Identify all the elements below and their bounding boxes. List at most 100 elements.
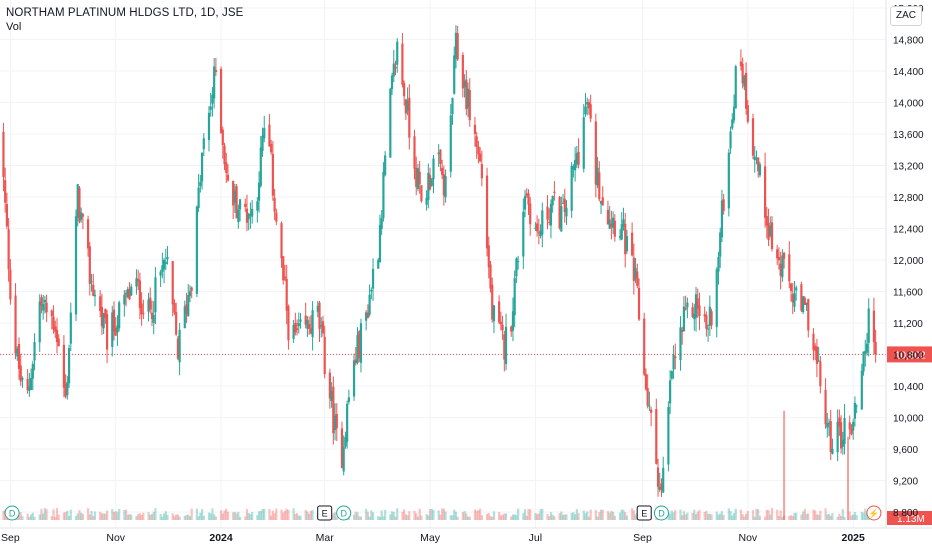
y-tick-label: 9,600	[893, 445, 918, 456]
candle-body	[803, 297, 806, 306]
volume-bar	[285, 508, 288, 520]
volume-bar	[358, 516, 361, 520]
volume-bar	[295, 513, 299, 520]
candle-body	[558, 197, 561, 228]
event-layer[interactable]: D E D E D ⚡	[4, 505, 882, 521]
volume-bar	[838, 513, 841, 520]
dividend-marker[interactable]	[653, 505, 669, 521]
volume-bar	[561, 514, 565, 520]
candle-body	[456, 33, 459, 60]
candle-body	[461, 54, 464, 89]
volume-bar	[570, 512, 573, 520]
volume-bar	[404, 514, 407, 520]
candle-body	[722, 199, 725, 211]
volume-bar	[682, 511, 686, 520]
candle-body	[202, 138, 205, 150]
volume-bar	[225, 508, 228, 520]
volume-bar	[632, 510, 635, 520]
candle-body	[612, 217, 615, 228]
candle-body	[783, 252, 786, 259]
y-tick-label: 10,000	[893, 414, 924, 425]
dividend-marker[interactable]	[4, 505, 20, 521]
volume-bar	[371, 512, 375, 520]
volume-bar	[441, 508, 444, 520]
earnings-marker[interactable]	[636, 505, 652, 521]
volume-bar	[311, 510, 314, 520]
last-volume-label: 1.13M	[897, 514, 925, 525]
candle-body	[650, 409, 653, 413]
volume-bar	[767, 510, 770, 520]
candle-body	[829, 421, 832, 453]
volume-bar	[33, 516, 36, 520]
candle-body	[865, 343, 869, 353]
candle-body	[273, 197, 276, 212]
candle-body	[872, 310, 876, 343]
volume-bar	[209, 513, 212, 520]
volume-bar	[137, 514, 140, 520]
candle-body	[249, 213, 252, 216]
grid-layer	[0, 0, 886, 528]
split-marker[interactable]	[866, 505, 882, 521]
earnings-marker[interactable]	[317, 505, 333, 521]
candle-body	[463, 80, 466, 88]
event-marker-label: E	[322, 509, 328, 519]
dividend-marker[interactable]	[336, 505, 352, 521]
volume-bar	[408, 511, 411, 520]
volume-bar	[57, 514, 60, 520]
volume-bar	[382, 516, 385, 520]
volume-bar	[67, 515, 71, 520]
volume-bar	[427, 515, 430, 520]
volume-bar	[827, 513, 831, 520]
volume-bar	[831, 512, 834, 520]
candle-body	[646, 388, 649, 406]
volume-bar	[475, 510, 478, 520]
volume-bar	[135, 515, 138, 520]
volume-label[interactable]: Vol	[6, 21, 22, 33]
volume-bar	[449, 515, 452, 520]
candle-body	[26, 378, 29, 391]
volume-bar	[354, 511, 357, 520]
volume-bar	[251, 512, 254, 520]
volume-bar	[359, 516, 363, 520]
volume-bar	[670, 510, 673, 520]
volume-bar	[43, 508, 47, 520]
candle-body	[268, 124, 271, 147]
volume-bar	[197, 516, 200, 520]
candle-body	[739, 61, 743, 67]
candle-body	[694, 294, 698, 318]
volume-bar	[171, 513, 174, 520]
candle-body	[124, 292, 128, 295]
volume-bar	[684, 514, 687, 520]
volume-bar	[612, 511, 615, 520]
candle-body	[92, 284, 95, 296]
candle-body	[404, 99, 407, 114]
volume-bar	[418, 508, 421, 520]
volume-bar	[147, 512, 150, 520]
candle-body	[271, 153, 274, 196]
volume-bar	[536, 514, 539, 520]
candle-body	[631, 232, 634, 256]
candle-body	[297, 322, 300, 327]
candle-body	[415, 167, 418, 187]
candle-body	[513, 278, 516, 316]
candle-body	[862, 351, 865, 372]
volume-bar	[80, 512, 83, 520]
candle-body	[270, 143, 273, 153]
candle-body	[318, 302, 321, 329]
volume-bar	[444, 511, 447, 520]
candle-body	[489, 264, 492, 289]
candle-body	[378, 224, 382, 263]
candle-body	[90, 281, 93, 283]
currency-button[interactable]: ZAC	[890, 6, 922, 26]
candle-body	[347, 397, 350, 403]
volume-bar	[263, 508, 266, 520]
candle-body	[118, 302, 121, 329]
y-tick-label: 13,200	[893, 161, 924, 172]
volume-bar	[214, 516, 217, 520]
volume-bar	[708, 513, 711, 520]
volume-bar	[489, 516, 492, 520]
symbol-title[interactable]: NORTHAM PLATINUM HLDGS LTD, 1D, JSE	[6, 7, 244, 19]
volume-bar	[219, 510, 223, 520]
